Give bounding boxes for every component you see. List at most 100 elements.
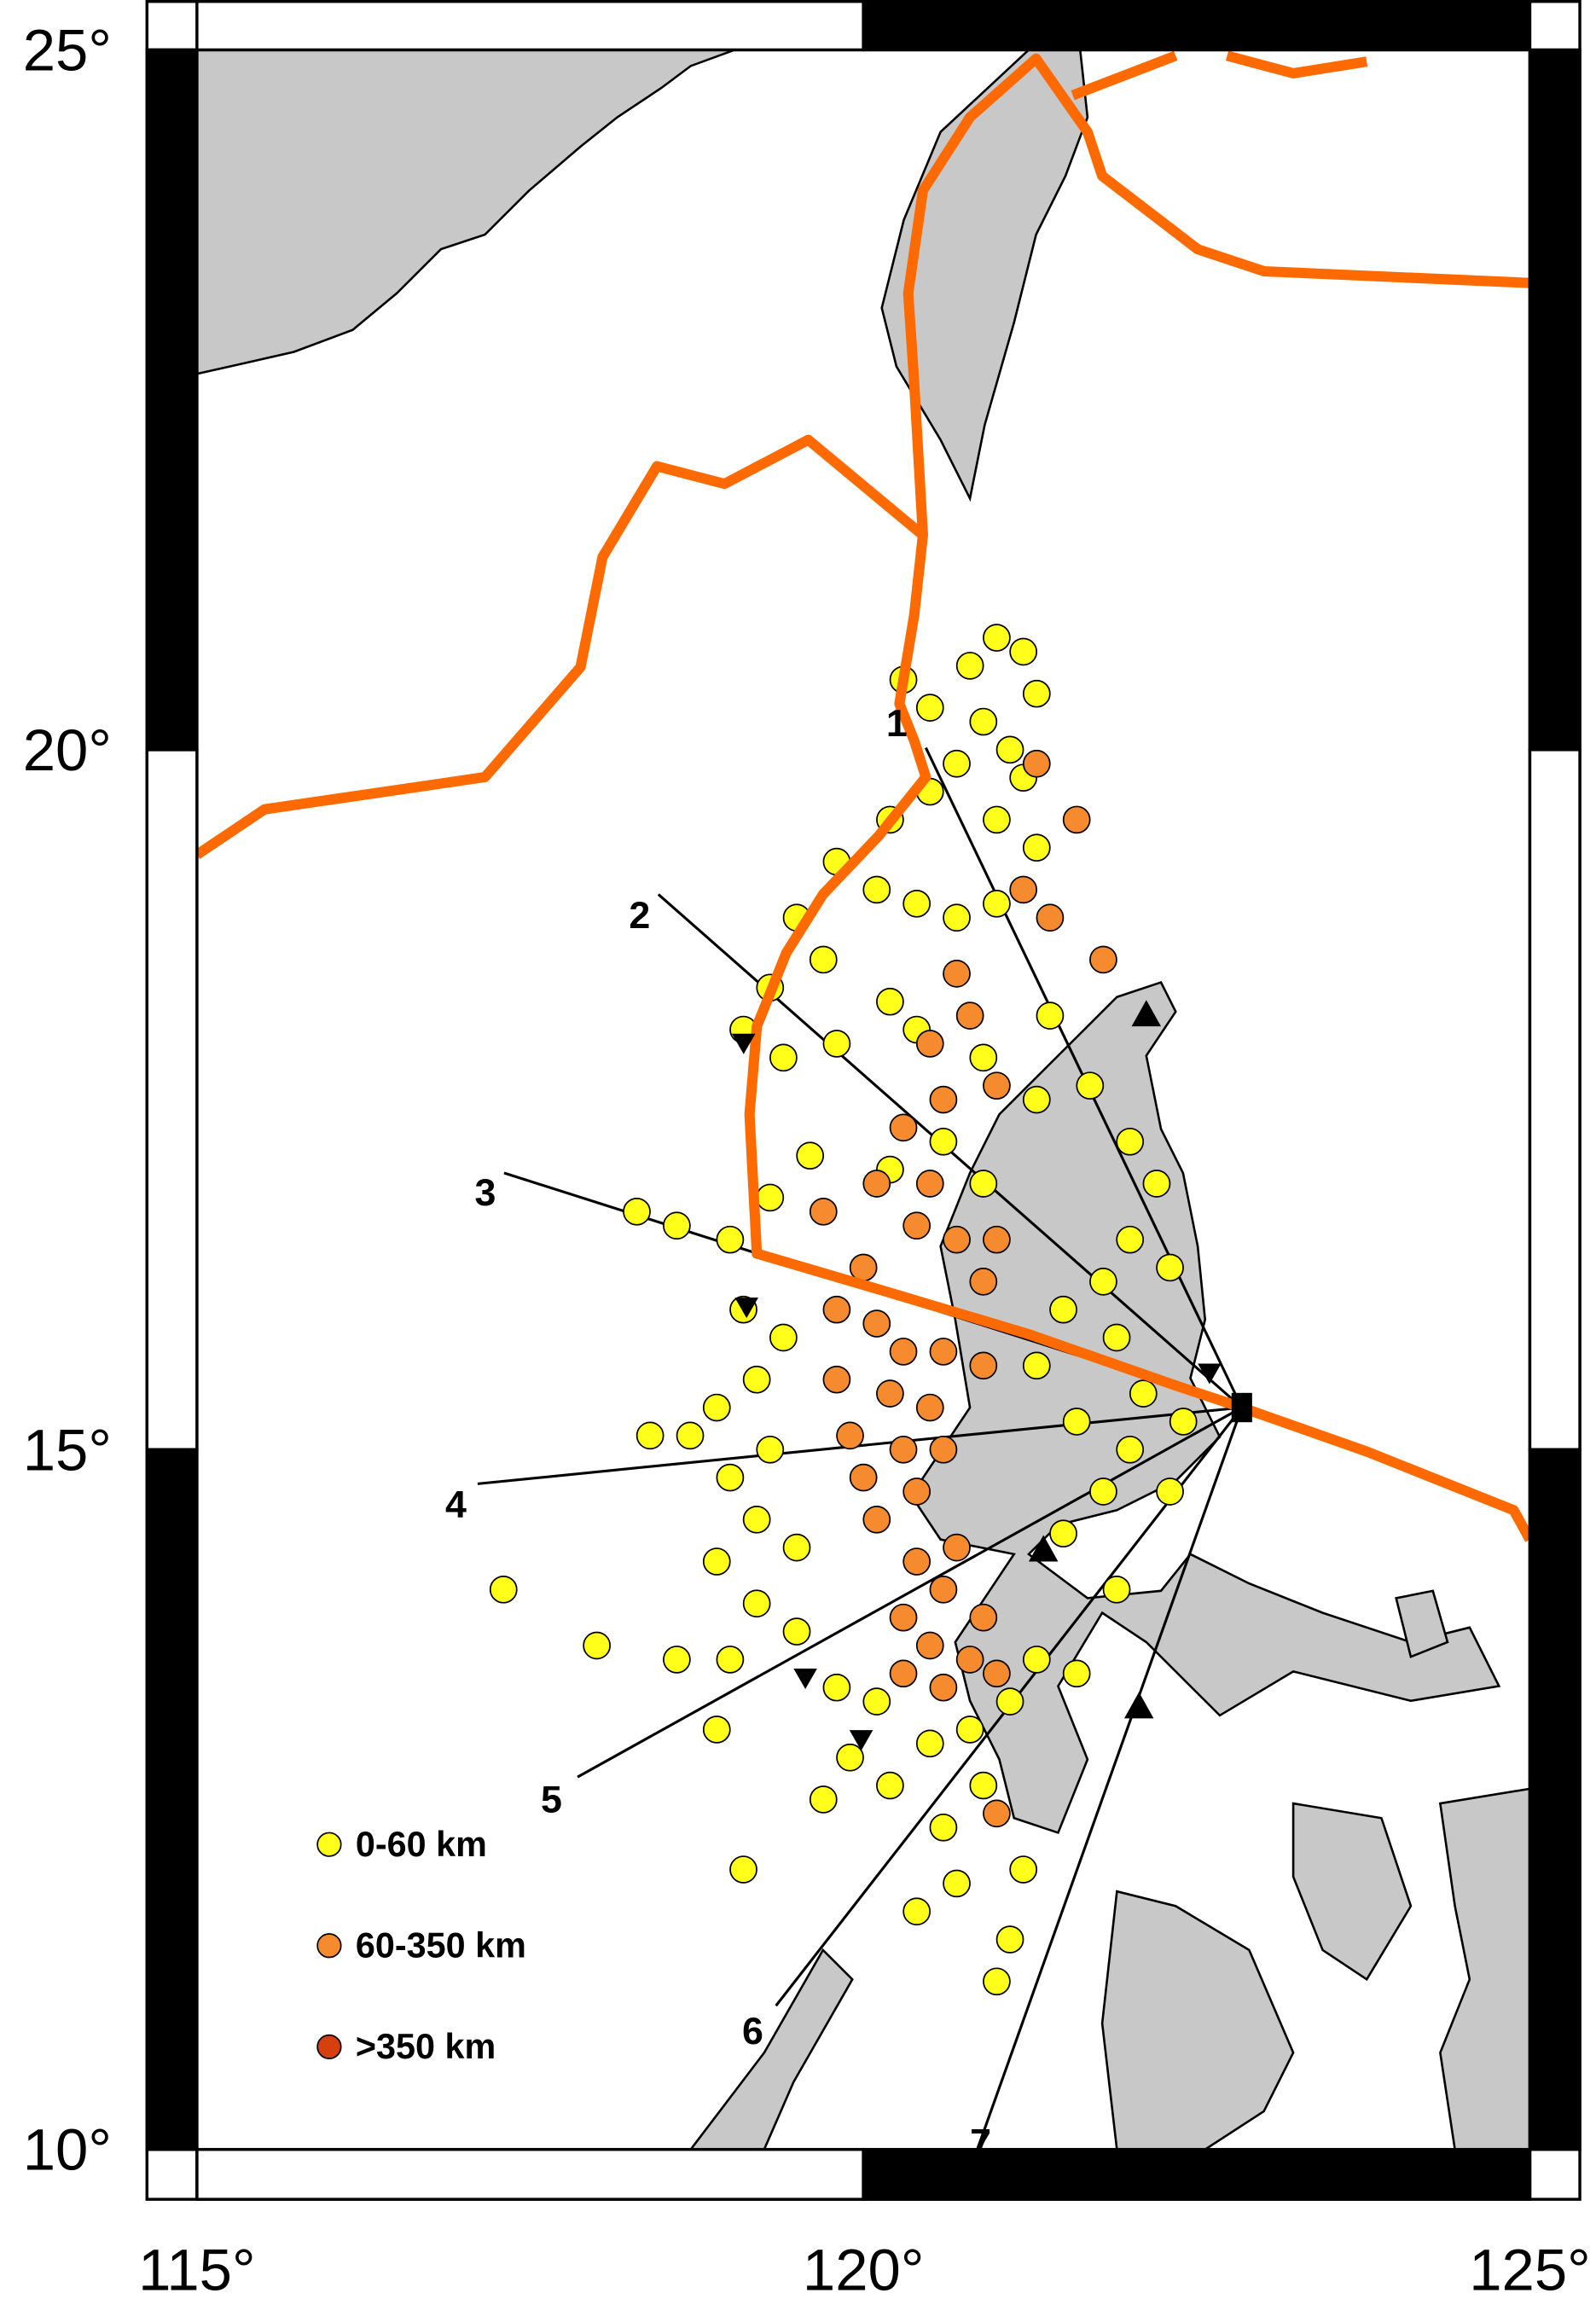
earthquake (1129, 1379, 1158, 1408)
earthquake (1062, 1408, 1091, 1436)
earthquake (1089, 1268, 1117, 1296)
frame-segment (862, 2147, 1532, 2201)
earthquakes (489, 624, 1198, 1996)
earthquake (1062, 1659, 1091, 1688)
earthquake (862, 1687, 891, 1716)
earthquake (729, 1855, 757, 1884)
earthquake (929, 1673, 958, 1702)
earthquake (1102, 1323, 1131, 1352)
earthquake (983, 1659, 1011, 1688)
earthquake (943, 903, 971, 932)
legend-marker (316, 2034, 342, 2059)
earthquake (876, 1771, 904, 1800)
legend-label: 60-350 km (356, 1926, 526, 1965)
earthquake (995, 1687, 1024, 1716)
earthquake (676, 1421, 705, 1450)
earthquake (1022, 1085, 1051, 1114)
earthquake (955, 652, 984, 680)
lon-tick-label: 120° (803, 2238, 925, 2299)
earthquake (742, 1505, 771, 1534)
profile-label: 4 (445, 1483, 467, 1526)
earthquake (663, 1211, 691, 1240)
earthquake (902, 890, 931, 918)
lat-tick-label: 25° (23, 18, 112, 84)
earthquake (889, 1603, 918, 1632)
sea (196, 49, 1530, 2150)
earthquake (822, 1295, 851, 1324)
earthquake (1156, 1478, 1184, 1506)
legend-label: >350 km (356, 2027, 496, 2066)
earthquake (1102, 1576, 1131, 1604)
frame-segment (145, 48, 199, 752)
earthquake (809, 945, 838, 974)
earthquake (969, 1170, 998, 1198)
earthquake (983, 1967, 1011, 1996)
earthquake (929, 1085, 958, 1114)
frame-segment (145, 748, 199, 1451)
earthquake (663, 1646, 691, 1674)
earthquake (1022, 1351, 1051, 1380)
earthquake (943, 1869, 971, 1898)
profile-label: 2 (629, 894, 650, 937)
earthquake (702, 1393, 731, 1422)
earthquake (902, 1547, 931, 1576)
earthquake (836, 1421, 864, 1450)
legend: 0-60 km 60-350 km >350 km (316, 1825, 526, 2066)
earthquake (969, 1268, 998, 1296)
legend-marker (316, 1832, 342, 1857)
earthquake (809, 1785, 838, 1814)
earthquake (1062, 805, 1091, 834)
earthquake (983, 805, 1011, 834)
earthquake (742, 1589, 771, 1618)
earthquake (756, 1183, 785, 1212)
earthquake (1049, 1295, 1077, 1324)
frame-segment (1528, 48, 1581, 752)
earthquake (915, 1170, 944, 1198)
earthquake (716, 1225, 745, 1254)
earthquake (1089, 1478, 1117, 1506)
earthquake (1036, 1001, 1065, 1030)
earthquake (943, 1225, 971, 1254)
earthquake (943, 749, 971, 778)
frame-segment (1528, 1448, 1581, 2151)
earthquake (983, 1225, 1011, 1254)
earthquake (1076, 1071, 1105, 1100)
earthquake (583, 1631, 612, 1660)
earthquake (1116, 1435, 1145, 1464)
earthquake (716, 1463, 745, 1492)
earthquake (889, 1338, 918, 1366)
earthquake (1022, 833, 1051, 862)
earthquake (876, 1379, 904, 1408)
earthquake (969, 1043, 998, 1072)
earthquake (862, 875, 891, 904)
earthquake (769, 1043, 798, 1072)
earthquake (702, 1716, 731, 1744)
earthquake (1036, 903, 1065, 932)
plate-boundaries (194, 50, 1535, 1542)
earthquake (943, 1533, 971, 1562)
earthquake (702, 1547, 731, 1576)
earthquake (929, 1813, 958, 1842)
earthquake (969, 1603, 998, 1632)
earthquake (902, 1211, 931, 1240)
earthquake (929, 1435, 958, 1464)
earthquake (623, 1198, 651, 1226)
profile-label: 5 (541, 1778, 562, 1820)
earthquake (862, 1505, 891, 1534)
earthquake (1009, 875, 1038, 904)
profile-label: 6 (742, 2010, 763, 2052)
lat-tick-label: 20° (23, 717, 112, 783)
earthquake (889, 1659, 918, 1688)
earthquake (955, 1716, 984, 1744)
earthquake (742, 1365, 771, 1394)
lon-tick-label: 125° (1469, 2238, 1591, 2299)
frame-segment (195, 2147, 865, 2201)
earthquake (983, 624, 1011, 652)
earthquake (969, 707, 998, 736)
earthquake (782, 1533, 811, 1562)
earthquake (969, 1771, 998, 1800)
earthquake (849, 1463, 878, 1492)
earthquake (915, 694, 944, 722)
